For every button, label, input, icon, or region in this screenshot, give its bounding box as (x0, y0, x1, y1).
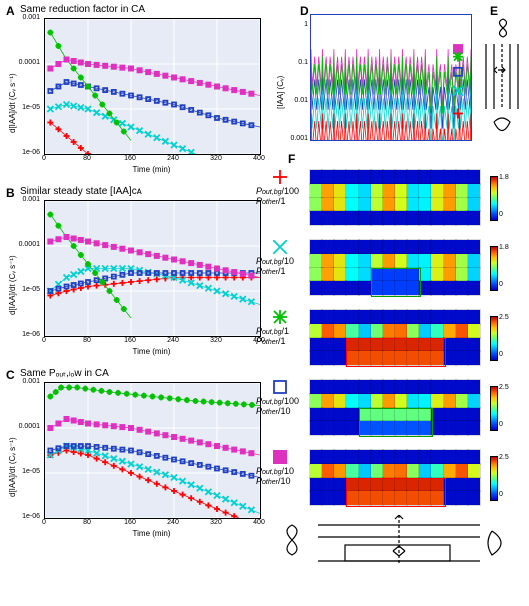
panel-F-label-0: Pout,bg/100Pother/1 (256, 186, 306, 206)
panel-A-chart (44, 18, 261, 155)
panel-F-colorbar-1 (490, 246, 498, 291)
panel-F-marker-2 (273, 310, 287, 324)
panel-C-chart (44, 382, 261, 519)
panel-B-chart (44, 200, 261, 337)
panel-F-colorbar-0 (490, 176, 498, 221)
panel-F-colorbar-2 (490, 316, 498, 361)
panel-F-heatmap-3 (310, 380, 480, 435)
panel-F-heatmap-2 (310, 310, 480, 365)
panel-D-chart (310, 14, 472, 141)
panel-E-schematic (480, 14, 525, 139)
panel-F-heatmap-0 (310, 170, 480, 225)
panel-F-label-1: Pout,bg/10Pother/1 (256, 256, 306, 276)
panel-F-label-4: Pout,bg/10Pother/10 (256, 466, 306, 486)
panel-F-marker-3 (273, 380, 287, 394)
panel-F-label-3: Pout,bg/100Pother/10 (256, 396, 306, 416)
panel-F-marker-1 (273, 240, 287, 254)
panel-F-colorbar-3 (490, 386, 498, 431)
panel-F-heatmap-1 (310, 240, 480, 295)
panel-F-marker-0 (273, 170, 287, 184)
panel-F-heatmap-4 (310, 450, 480, 505)
panel-F-label-2: Pout,bg/1Pother/1 (256, 326, 306, 346)
panel-F-marker-4 (273, 450, 287, 464)
panel-F-colorbar-4 (490, 456, 498, 501)
panel-F-bottom-schematic (280, 515, 529, 575)
